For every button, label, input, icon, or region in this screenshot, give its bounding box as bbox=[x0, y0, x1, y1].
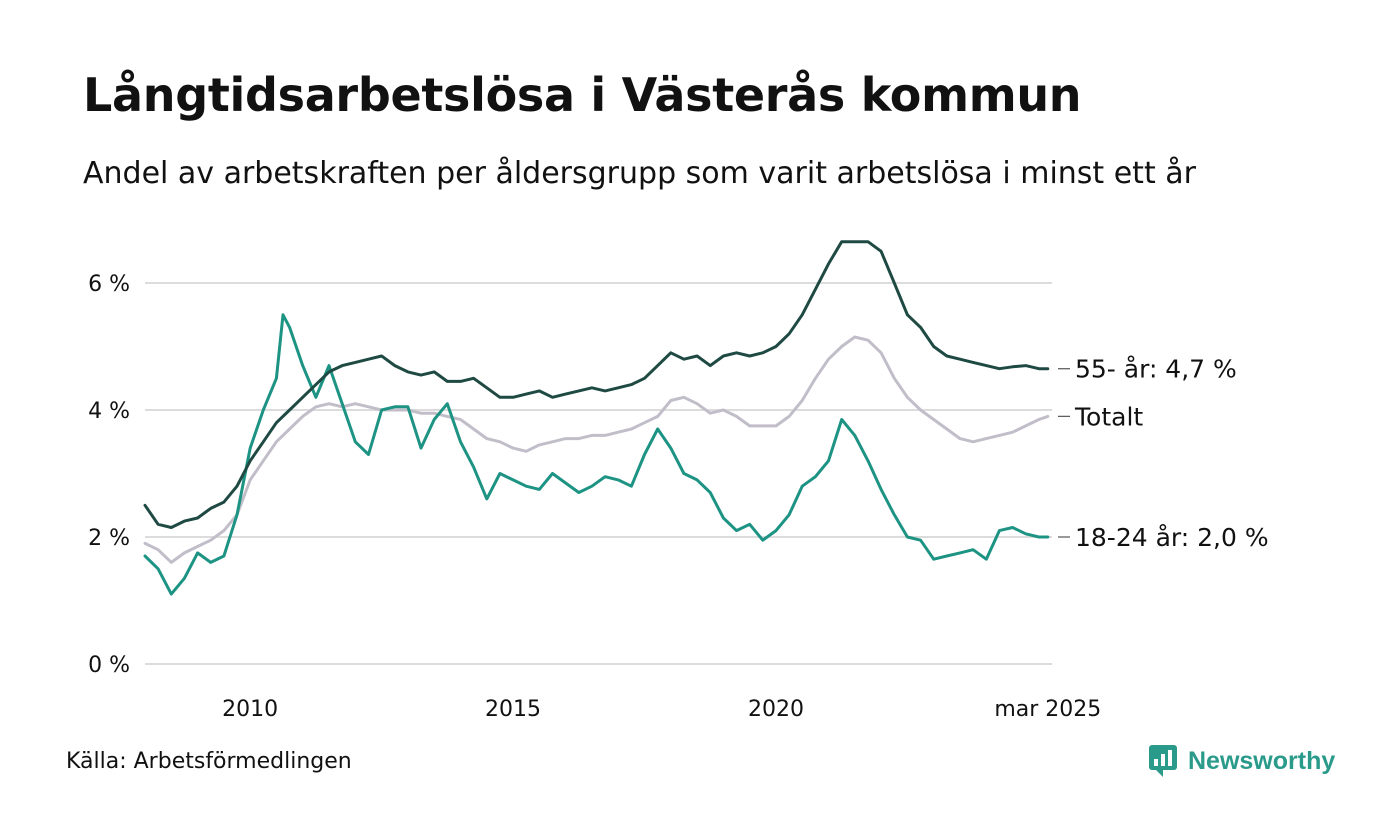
labels-layer: 55- år: 4,7 % Totalt 18-24 år: 2,0 % bbox=[1058, 355, 1269, 552]
y-tick-label: 4 % bbox=[88, 399, 130, 424]
page-subtitle: Andel av arbetskraften per åldersgrupp s… bbox=[83, 156, 1196, 191]
page-title: Långtidsarbetslösa i Västerås kommun bbox=[83, 68, 1082, 122]
lines-layer bbox=[143, 240, 1050, 596]
y-tick-label: 2 % bbox=[88, 526, 130, 551]
x-tick-label: 2010 bbox=[222, 697, 278, 722]
grid-layer: 0 % 2 % 4 % 6 % 2010 2015 2020 mar 2025 bbox=[88, 272, 1101, 722]
series-line-s1824 bbox=[143, 313, 1050, 596]
source-note: Källa: Arbetsförmedlingen bbox=[66, 749, 352, 774]
x-tick-label: 2015 bbox=[485, 697, 541, 722]
newsworthy-logo-icon bbox=[1149, 745, 1177, 777]
brand-name: Newsworthy bbox=[1188, 746, 1336, 775]
series-end-label: Totalt bbox=[1074, 402, 1143, 431]
y-tick-label: 0 % bbox=[88, 653, 130, 678]
brand-logo[interactable]: Newsworthy bbox=[1148, 744, 1335, 778]
series-end-label: 55- år: 4,7 % bbox=[1075, 355, 1237, 384]
series-line-s55 bbox=[143, 240, 1050, 529]
series-end-label: 18-24 år: 2,0 % bbox=[1075, 523, 1269, 552]
x-tick-label: 2020 bbox=[748, 697, 804, 722]
series-line-total bbox=[143, 335, 1050, 564]
x-tick-label: mar 2025 bbox=[994, 697, 1101, 722]
y-tick-label: 6 % bbox=[88, 272, 130, 297]
